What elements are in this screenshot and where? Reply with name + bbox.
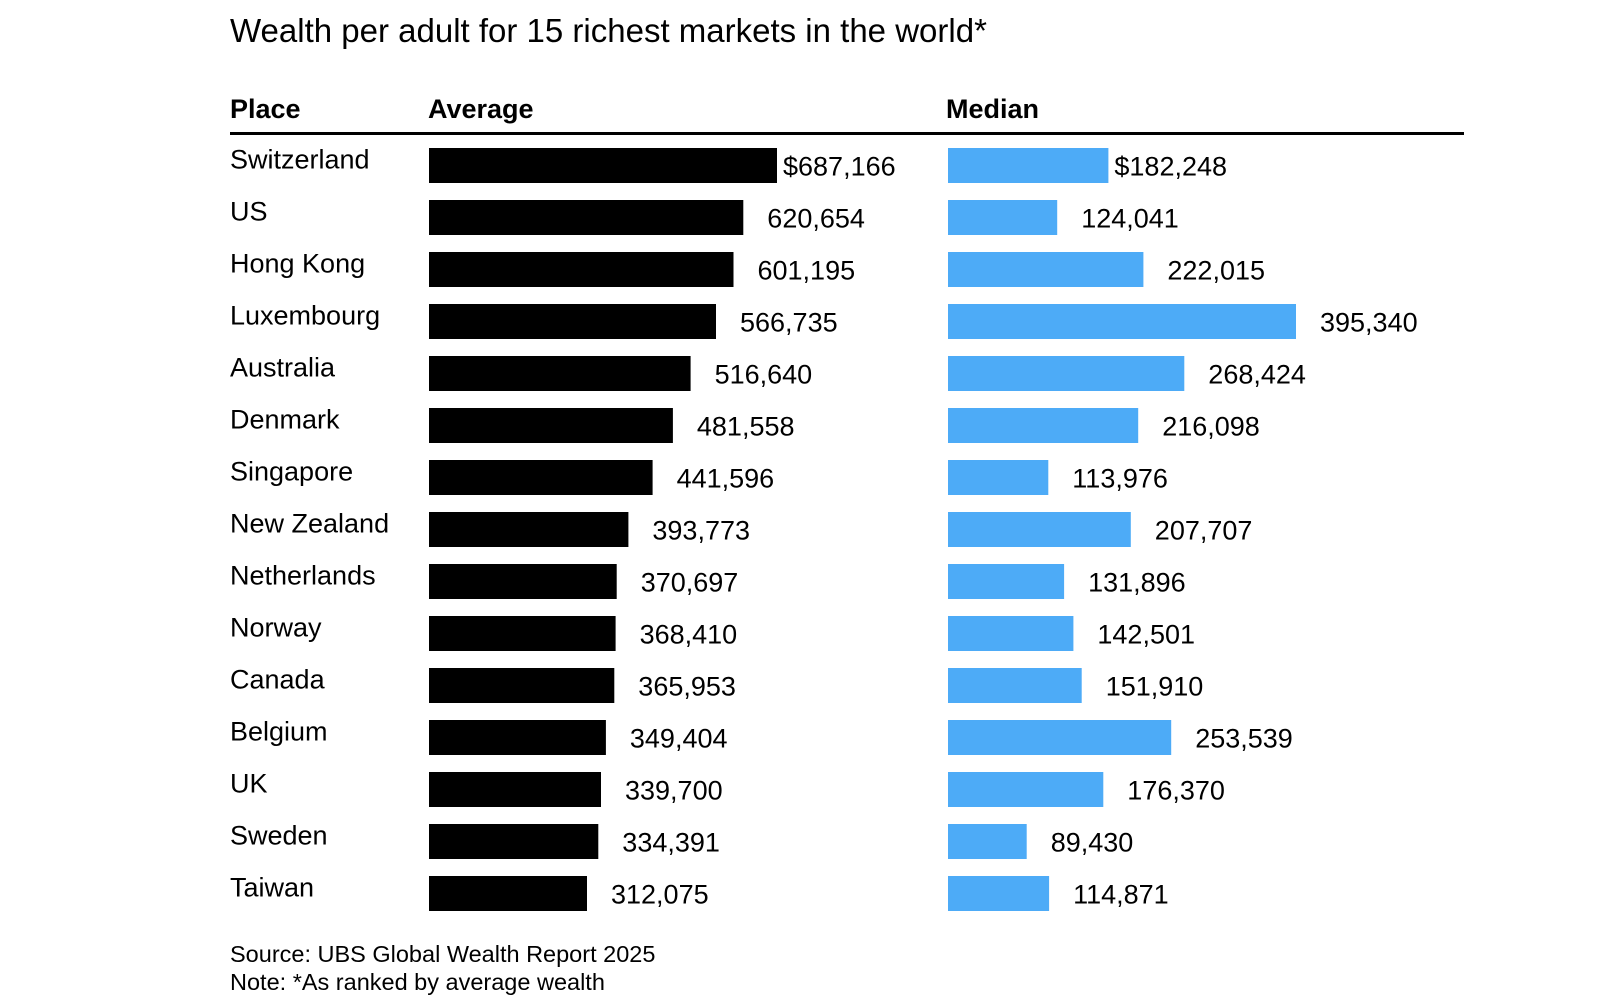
median-value-label-new-zealand: 207,707 <box>1155 516 1253 546</box>
median-value-label-singapore: 113,976 <box>1072 464 1168 494</box>
average-bar-belgium <box>429 720 606 755</box>
chart-rows: Switzerland $687,166 $182,248 US 620,654 124,… <box>230 145 1418 911</box>
median-bar-belgium <box>948 720 1172 755</box>
place-label-luxembourg: Luxembourg <box>230 301 380 331</box>
average-bar-taiwan <box>429 876 587 911</box>
median-value-label-norway: 142,501 <box>1097 620 1195 650</box>
place-label-new-zealand: New Zealand <box>230 509 389 539</box>
median-value-label-switzerland: $182,248 <box>1114 152 1227 182</box>
median-value-label-denmark: 216,098 <box>1162 412 1260 442</box>
median-bar-us <box>948 200 1058 235</box>
average-value-label-norway: 368,410 <box>640 620 738 650</box>
place-label-switzerland: Switzerland <box>230 145 370 175</box>
place-column-header: Place <box>230 94 301 124</box>
median-bar-sweden <box>948 824 1027 859</box>
median-bar-singapore <box>948 460 1049 495</box>
average-value-label-taiwan: 312,075 <box>611 880 709 910</box>
average-bar-us <box>429 200 744 235</box>
median-column-header: Median <box>946 94 1039 124</box>
average-value-label-hong-kong: 601,195 <box>758 256 856 286</box>
average-bar-canada <box>429 668 615 703</box>
median-bar-taiwan <box>948 876 1050 911</box>
average-value-label-belgium: 349,404 <box>630 724 728 754</box>
average-bar-hong-kong <box>429 252 734 287</box>
average-bar-switzerland <box>429 148 777 183</box>
median-value-label-sweden: 89,430 <box>1051 828 1134 858</box>
average-value-label-netherlands: 370,697 <box>641 568 739 598</box>
average-bar-luxembourg <box>429 304 716 339</box>
average-value-label-new-zealand: 393,773 <box>652 516 750 546</box>
average-column-header: Average <box>428 94 534 124</box>
median-bar-hong-kong <box>948 252 1144 287</box>
place-label-singapore: Singapore <box>230 457 353 487</box>
place-label-taiwan: Taiwan <box>230 873 314 903</box>
average-value-label-australia: 516,640 <box>715 360 813 390</box>
average-value-label-uk: 339,700 <box>625 776 723 806</box>
average-bar-singapore <box>429 460 653 495</box>
place-label-netherlands: Netherlands <box>230 561 376 591</box>
place-label-belgium: Belgium <box>230 717 328 747</box>
chart-title: Wealth per adult for 15 richest markets … <box>230 12 987 49</box>
average-value-label-switzerland: $687,166 <box>783 152 896 182</box>
median-value-label-australia: 268,424 <box>1208 360 1306 390</box>
median-bar-switzerland <box>948 148 1109 183</box>
average-value-label-sweden: 334,391 <box>622 828 720 858</box>
average-bar-denmark <box>429 408 673 443</box>
median-bar-luxembourg <box>948 304 1296 339</box>
median-bar-netherlands <box>948 564 1065 599</box>
average-value-label-denmark: 481,558 <box>697 412 795 442</box>
median-value-label-netherlands: 131,896 <box>1088 568 1186 598</box>
place-label-sweden: Sweden <box>230 821 328 851</box>
ranking-note: Note: *As ranked by average wealth <box>230 969 605 995</box>
average-value-label-canada: 365,953 <box>638 672 736 702</box>
median-value-label-hong-kong: 222,015 <box>1167 256 1265 286</box>
average-bar-norway <box>429 616 616 651</box>
median-bar-australia <box>948 356 1185 391</box>
average-bar-netherlands <box>429 564 617 599</box>
median-value-label-belgium: 253,539 <box>1195 724 1293 754</box>
average-bar-new-zealand <box>429 512 629 547</box>
average-bar-australia <box>429 356 691 391</box>
median-value-label-luxembourg: 395,340 <box>1320 308 1418 338</box>
average-bar-uk <box>429 772 601 807</box>
place-label-hong-kong: Hong Kong <box>230 249 365 279</box>
average-value-label-us: 620,654 <box>767 204 865 234</box>
header-rule <box>230 132 1464 135</box>
median-bar-denmark <box>948 408 1139 443</box>
place-label-australia: Australia <box>230 353 336 383</box>
place-label-norway: Norway <box>230 613 322 643</box>
median-value-label-taiwan: 114,871 <box>1073 880 1169 910</box>
average-bar-sweden <box>429 824 599 859</box>
median-bar-canada <box>948 668 1082 703</box>
median-value-label-canada: 151,910 <box>1106 672 1204 702</box>
place-label-canada: Canada <box>230 665 326 695</box>
source-note: Source: UBS Global Wealth Report 2025 <box>230 941 655 967</box>
average-value-label-singapore: 441,596 <box>677 464 775 494</box>
median-bar-new-zealand <box>948 512 1131 547</box>
median-value-label-uk: 176,370 <box>1127 776 1225 806</box>
median-value-label-us: 124,041 <box>1081 204 1179 234</box>
average-value-label-luxembourg: 566,735 <box>740 308 838 338</box>
place-label-denmark: Denmark <box>230 405 340 435</box>
median-bar-uk <box>948 772 1104 807</box>
place-label-us: US <box>230 197 268 227</box>
median-bar-norway <box>948 616 1074 651</box>
place-label-uk: UK <box>230 769 268 799</box>
